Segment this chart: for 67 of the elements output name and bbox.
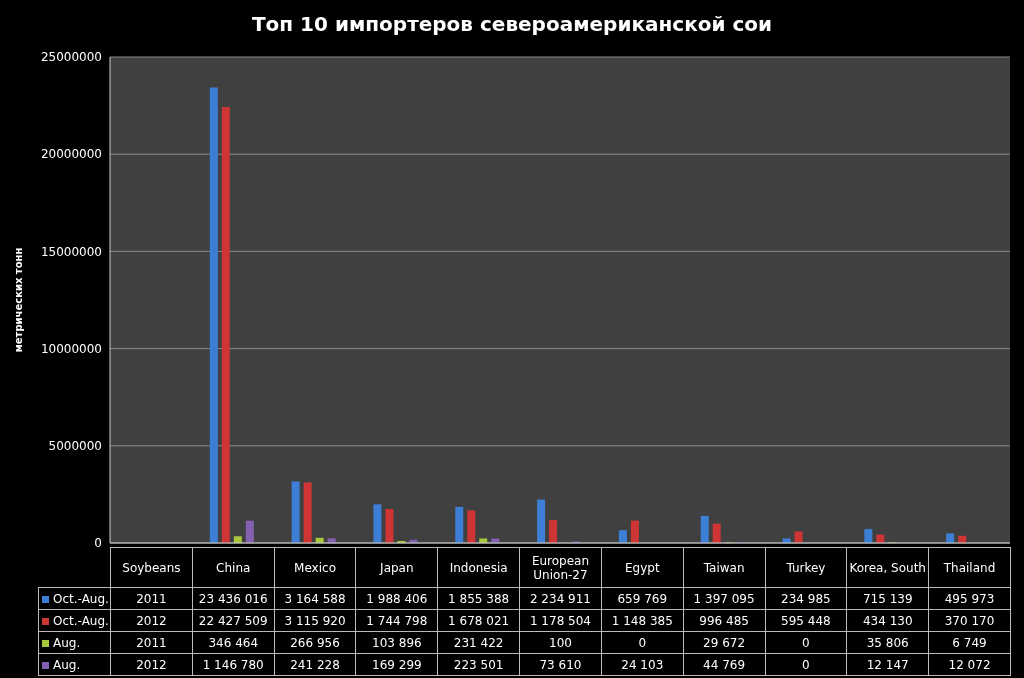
chart-title: Топ 10 импортеров североамериканской сои [250,12,774,36]
data-label: 346 464 [192,631,275,654]
y-tick-label: 5000000 [48,439,102,454]
x-tick-label: Taiwan [683,547,765,588]
legend-label: Oct.-Aug. [38,609,111,632]
data-label: 1 678 021 [437,609,520,632]
data-label: 495 973 [928,587,1011,610]
data-label: 1 744 798 [355,609,438,632]
y-tick-label: 25000000 [40,50,102,65]
data-label: 1 148 385 [601,609,684,632]
data-label: 2 234 911 [519,587,602,610]
data-label: 44 769 [683,653,765,676]
data-label: 2011 [110,587,193,610]
data-label: 1 146 780 [192,653,275,676]
y-tick-label: 15000000 [40,244,102,259]
data-label: 24 103 [601,653,684,676]
x-tick-label: European Union-27 [519,547,602,588]
data-label: 595 448 [765,609,847,632]
data-label: 234 985 [765,587,847,610]
data-label: 231 422 [437,631,520,654]
data-label: 100 [519,631,602,654]
data-label: 169 299 [355,653,438,676]
x-tick-label: Korea, South [846,547,929,588]
legend-label: Oct.-Aug. [38,587,111,610]
x-tick-label: Turkey [765,547,847,588]
data-label: 715 139 [846,587,929,610]
data-label: 0 [601,631,684,654]
data-label: 12 147 [846,653,929,676]
data-label: 1 178 504 [519,609,602,632]
data-label: 0 [765,631,847,654]
data-label: 29 672 [683,631,765,654]
data-label: 223 501 [437,653,520,676]
data-label: 2011 [110,631,193,654]
data-label: 996 485 [683,609,765,632]
data-label: 0 [765,653,847,676]
data-label: 3 115 920 [274,609,356,632]
x-tick-label: Soybeans [110,547,193,588]
y-tick-label: 20000000 [40,147,102,162]
y-tick-label: 0 [94,536,102,551]
data-label: 103 896 [355,631,438,654]
y-axis-title: метрических тонн [12,247,24,353]
data-label: 22 427 509 [192,609,275,632]
data-label: 659 769 [601,587,684,610]
legend-label: Aug. [38,631,111,654]
x-tick-label: Egypt [601,547,684,588]
data-label: 434 130 [846,609,929,632]
x-tick-label: China [192,547,275,588]
data-label: 241 228 [274,653,356,676]
data-label: 266 956 [274,631,356,654]
data-label: 3 164 588 [274,587,356,610]
x-tick-label: Indonesia [437,547,520,588]
data-label: 1 397 095 [683,587,765,610]
data-label: 6 749 [928,631,1011,654]
x-tick-label: Japan [355,547,438,588]
x-tick-label: Thailand [928,547,1011,588]
data-label: 2012 [110,609,193,632]
data-label: 23 436 016 [192,587,275,610]
data-label: 1 855 388 [437,587,520,610]
data-label: 35 806 [846,631,929,654]
data-label: 2012 [110,653,193,676]
data-label: 73 610 [519,653,602,676]
data-label: 370 170 [928,609,1011,632]
data-label: 12 072 [928,653,1011,676]
x-tick-label: Mexico [274,547,356,588]
legend-label: Aug. [38,653,111,676]
y-tick-label: 10000000 [40,341,102,356]
data-label: 1 988 406 [355,587,438,610]
